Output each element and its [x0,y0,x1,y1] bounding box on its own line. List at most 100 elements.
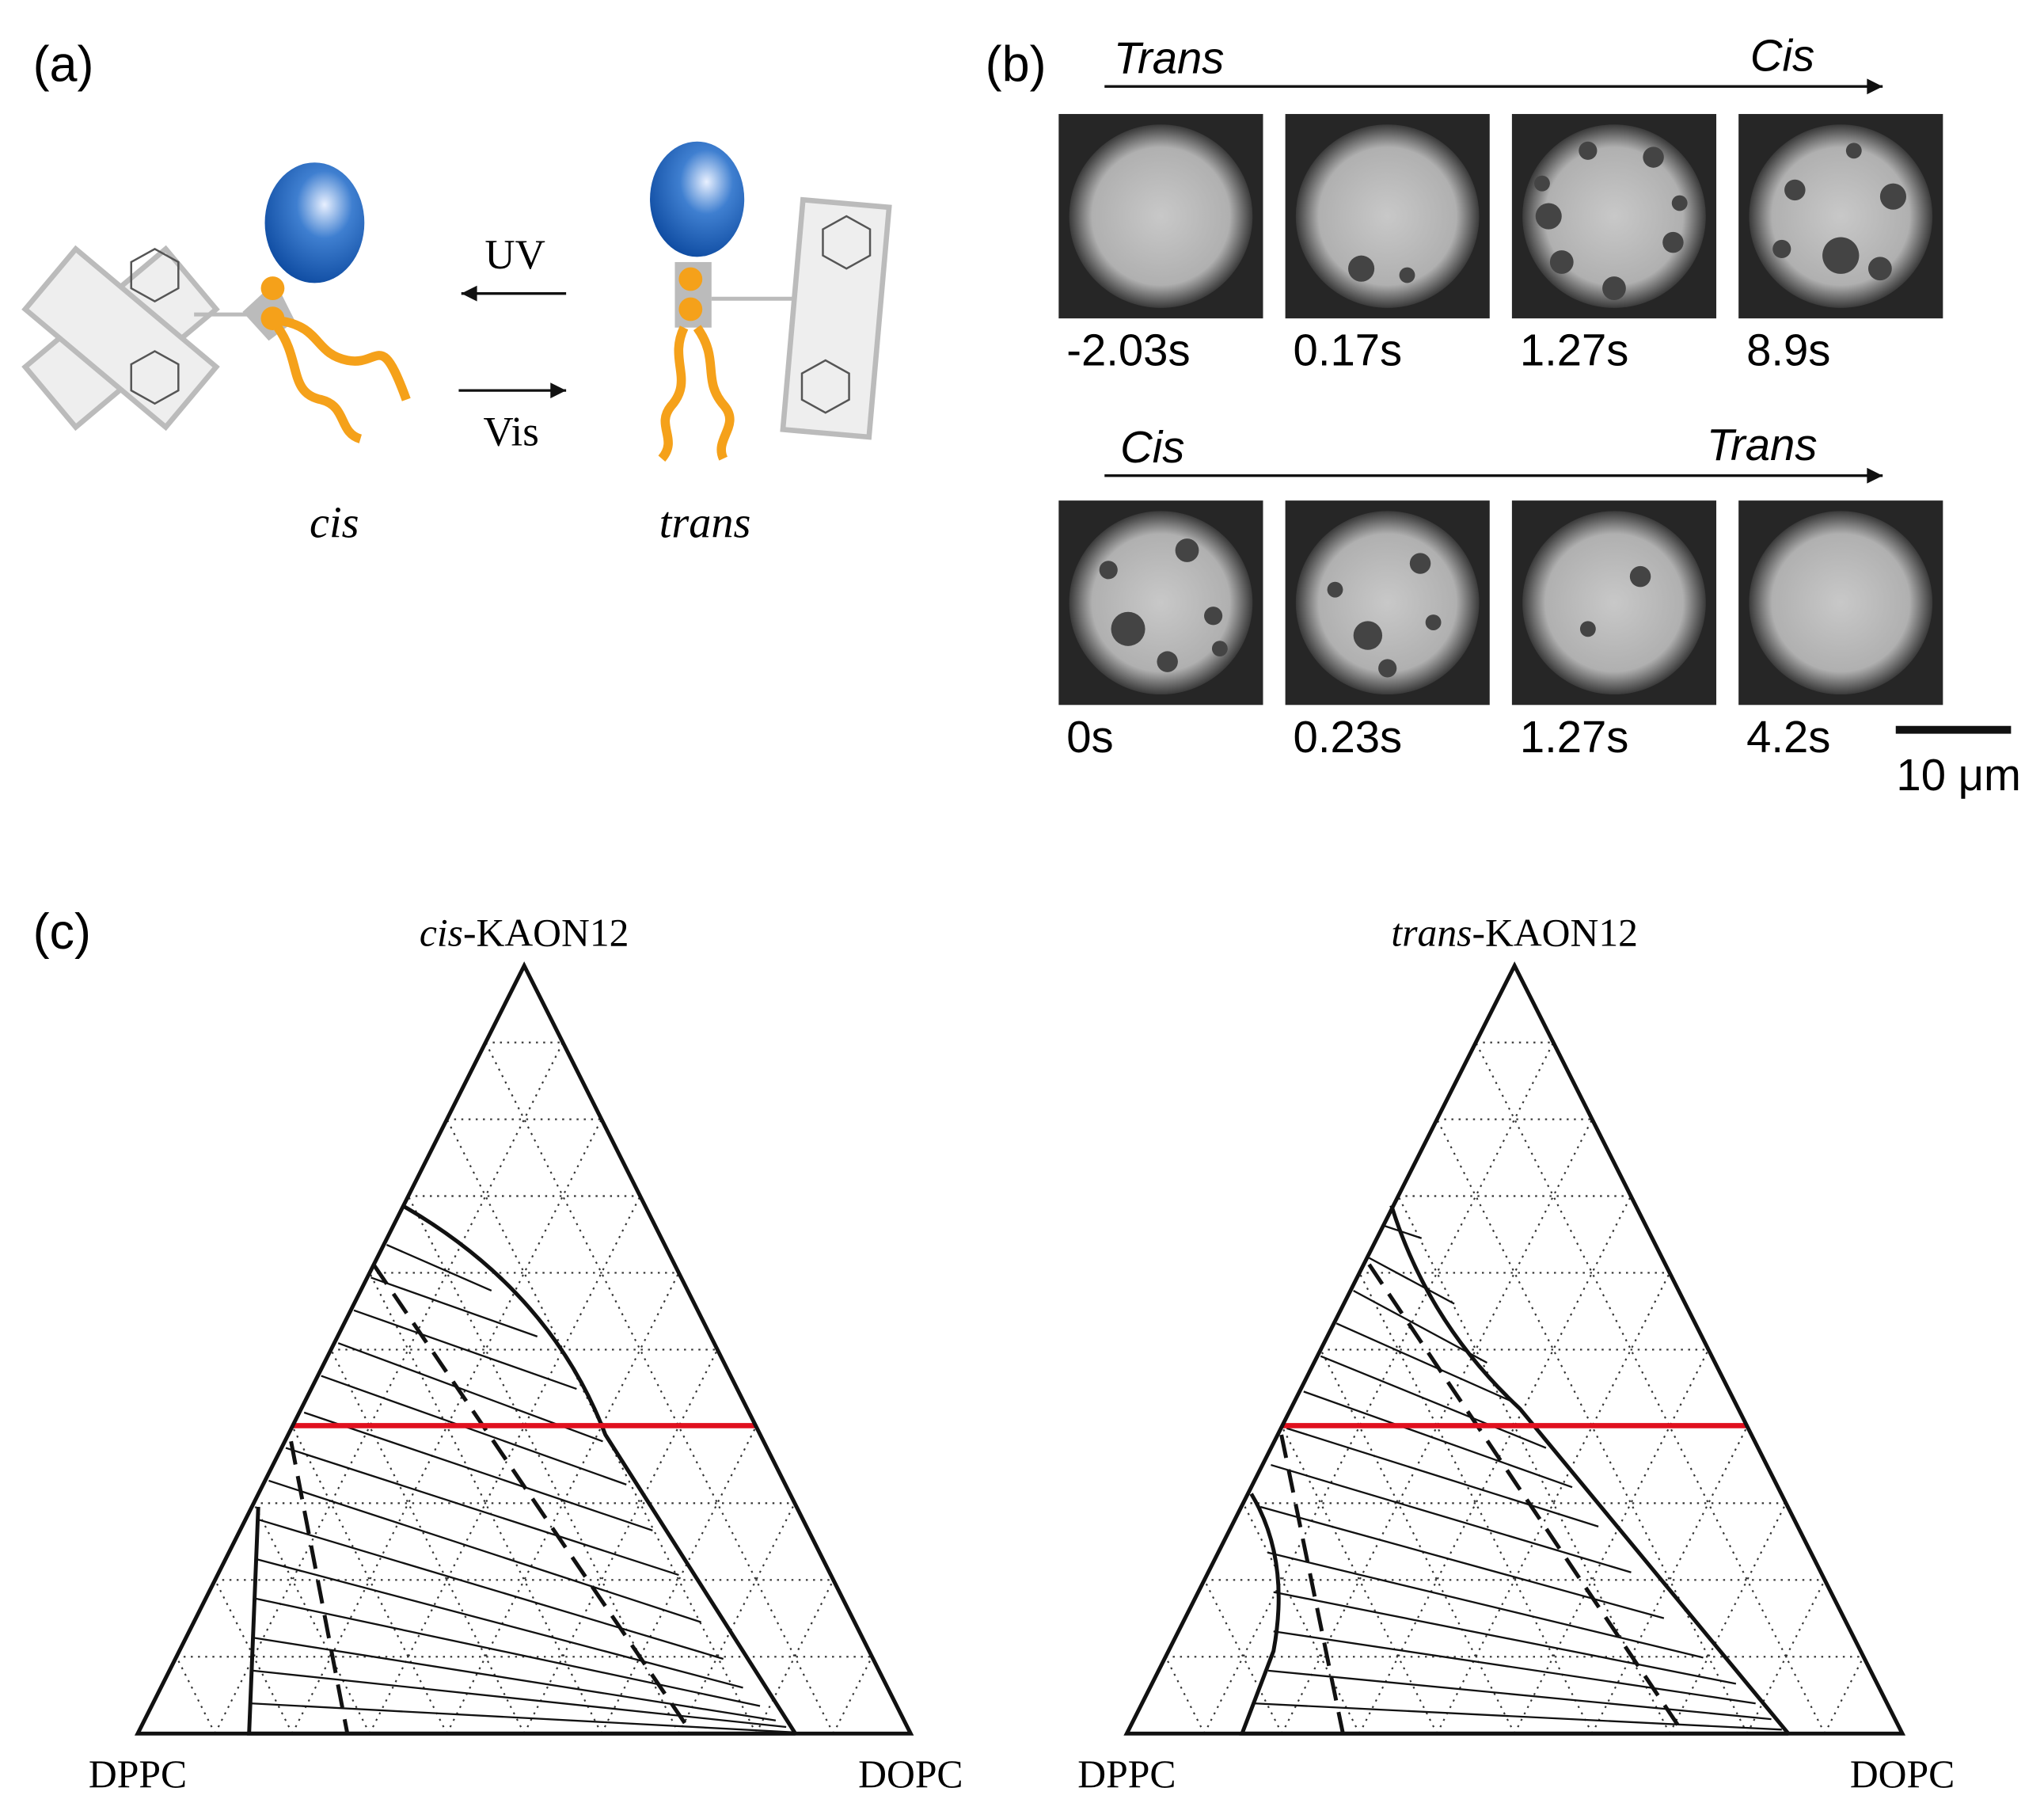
tie-line [259,1519,724,1660]
time-label: 0.17s [1294,325,1403,375]
tie-line [254,1637,777,1721]
left-label: DPPC [89,1752,187,1796]
domain [1099,561,1118,580]
domain [1643,146,1664,168]
domain [1535,203,1562,230]
time-label: 0s [1066,712,1113,762]
tie-line [1267,1669,1772,1721]
domain [1348,255,1375,282]
grid-line [1164,1656,1206,1734]
tie-line [285,1447,679,1577]
triangle [1123,961,1906,1736]
domain [1579,621,1596,637]
grid-line [214,1042,564,1734]
domain [1327,581,1343,598]
apex-label: trans-KAON12 [1391,911,1638,955]
tie-line [255,1597,761,1707]
tie-line [1303,1390,1573,1489]
domain [1784,179,1806,201]
dashed-boundary [371,1263,694,1735]
tie-line [253,1669,787,1729]
time-label: 1.27s [1520,712,1629,762]
dashed-boundary [289,1440,350,1734]
time-label: 0.23s [1294,712,1403,762]
tie-line [1320,1355,1547,1449]
domain [1211,641,1228,657]
domain [1175,538,1199,562]
phase-boundary [1389,1204,1790,1735]
direction-to: Trans [1707,420,1818,470]
domain [1629,565,1651,588]
trans-label: trans [659,498,751,547]
apex-suffix: -KAON12 [1472,911,1638,955]
tie-line [1259,1505,1665,1619]
domain [1867,257,1892,281]
vesicle [1069,124,1253,308]
vesicle [1522,511,1706,695]
tie-line [1335,1322,1514,1403]
scale-bar-label: 10 μm [1896,750,2020,800]
right-label: DOPC [1850,1752,1955,1796]
tie-line [321,1375,627,1485]
domain [1409,553,1431,574]
domain [1111,611,1145,646]
tie-line [268,1479,701,1623]
domain [1425,614,1442,630]
time-label: 1.27s [1520,325,1629,375]
right-label: DOPC [858,1752,963,1796]
triangle [134,961,914,1736]
uv-label: UV [484,232,545,278]
micrographs: Trans Cis -2.03s 0.17s 1.27s 8.9s Cis Trans 0s 0.… [1058,30,1943,762]
panel-label: (c) [33,904,91,960]
tie-line [1255,1702,1782,1731]
panel-label: (b) [986,37,1047,93]
domain [1662,231,1684,253]
dashed-boundary [1279,1434,1345,1734]
time-label: -2.03s [1066,325,1190,375]
domain [1534,175,1550,192]
domain [1549,250,1574,274]
tie-line [1271,1463,1632,1573]
tie-line [1286,1427,1599,1527]
tie-line [370,1276,538,1337]
dashed-boundary [1367,1263,1685,1735]
tie-line [256,1558,743,1689]
tie-line [251,1702,793,1733]
grid-line [1475,1042,1826,1734]
direction-from: Trans [1114,33,1225,83]
phase-boundary [1239,1493,1789,1736]
domain [1157,651,1178,672]
apex-suffix: -KAON12 [463,911,629,955]
domain [1671,195,1688,211]
grid-line [175,1656,216,1734]
apex-prefix: cis [420,911,463,955]
grid-line [1514,1348,1710,1734]
grid-line [1824,1656,1865,1734]
domain [1399,267,1415,283]
tie-line [353,1309,577,1390]
tie-line [1273,1591,1737,1685]
vesicle [1749,511,1933,695]
domain [1879,183,1906,210]
direction-from: Cis [1120,422,1184,472]
cis-molecule [21,162,411,443]
direction-to: Cis [1750,30,1814,80]
domain [1602,276,1626,300]
vesicle [1295,511,1480,695]
tie-line [1273,1630,1756,1705]
ternary-diagram: cis-KAON12 DPPC DOPC [89,911,963,1796]
tie-line [303,1411,653,1531]
trans-molecule [650,141,892,462]
time-label: 8.9s [1746,325,1830,375]
grid-line [484,1042,834,1734]
vesicle [1295,124,1480,308]
grid-line [368,1196,641,1734]
domain [1579,141,1598,160]
domain [1204,607,1223,626]
tie-line [1267,1551,1704,1659]
cis-label: cis [310,498,359,547]
panel-label: (a) [33,37,94,93]
left-label: DPPC [1077,1752,1176,1796]
domain [1845,143,1862,159]
tie-line [386,1243,492,1292]
